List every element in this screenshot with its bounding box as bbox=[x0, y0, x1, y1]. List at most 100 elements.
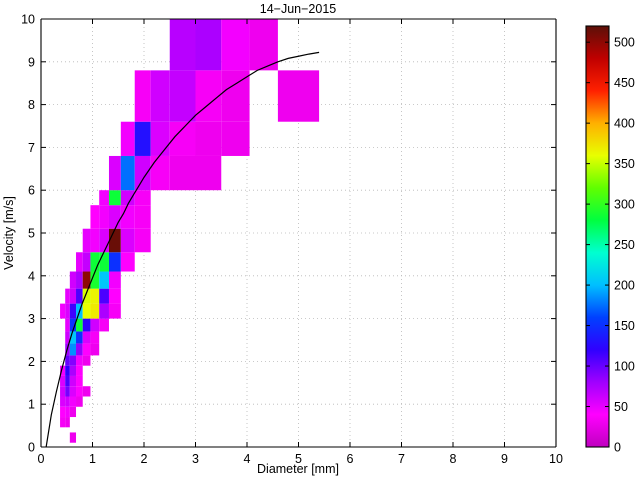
heatmap-cell bbox=[69, 386, 77, 397]
colorbar-tick-label: 150 bbox=[614, 319, 635, 333]
heatmap-cell bbox=[120, 121, 135, 156]
heatmap-cell bbox=[76, 375, 83, 387]
heatmap-cell bbox=[65, 318, 70, 332]
heatmap-cell bbox=[65, 303, 70, 319]
x-tick-label: 9 bbox=[501, 452, 508, 466]
heatmap-cell bbox=[134, 190, 151, 206]
heatmap-cell bbox=[99, 190, 109, 206]
heatmap-cell bbox=[134, 228, 151, 253]
x-tick-label: 4 bbox=[244, 452, 251, 466]
y-tick-label: 10 bbox=[21, 13, 35, 27]
heatmap-cell bbox=[120, 155, 135, 191]
y-tick-label: 9 bbox=[28, 55, 35, 69]
y-tick-label: 0 bbox=[28, 441, 35, 455]
y-tick-label: 1 bbox=[28, 398, 35, 412]
heatmap-cell bbox=[108, 288, 121, 304]
heatmap-cell bbox=[65, 355, 70, 366]
heatmap-cell bbox=[134, 205, 151, 229]
colorbar-ticks: 0 50 100 150 200 250 300 350 400 450 500 bbox=[586, 36, 635, 455]
x-axis-ticks: 0 1 2 3 4 5 6 7 8 9 10 bbox=[38, 19, 563, 466]
heatmap-cell bbox=[76, 318, 83, 332]
heatmap-cell bbox=[82, 343, 91, 356]
heatmap-cell bbox=[249, 19, 278, 71]
heatmap-cell bbox=[120, 190, 135, 206]
colorbar-tick-label: 50 bbox=[614, 400, 628, 414]
colorbar-tick-label: 450 bbox=[614, 76, 635, 90]
y-tick-label: 2 bbox=[28, 355, 35, 369]
heatmap-cell bbox=[76, 386, 83, 397]
plot-area bbox=[41, 19, 556, 447]
heatmap-cell bbox=[60, 303, 66, 319]
heatmap-cell bbox=[134, 155, 151, 191]
y-tick-label: 4 bbox=[28, 269, 35, 283]
heatmap-cell bbox=[60, 386, 66, 397]
heatmap-cell bbox=[169, 70, 196, 122]
heatmap-cell bbox=[60, 396, 66, 407]
colorbar-gradient[interactable] bbox=[585, 25, 610, 448]
heatmap-cell bbox=[60, 365, 66, 376]
heatmap-cell bbox=[69, 303, 77, 319]
heatmap-cell bbox=[99, 252, 109, 272]
heatmap-cell bbox=[82, 355, 91, 366]
heatmap-cell bbox=[120, 252, 135, 272]
terminal-velocity-curve bbox=[45, 51, 320, 447]
heatmap-cell bbox=[150, 121, 170, 156]
x-tick-label: 3 bbox=[192, 452, 199, 466]
heatmap-cell bbox=[108, 205, 121, 229]
x-tick-label: 8 bbox=[450, 452, 457, 466]
heatmap-cell bbox=[99, 271, 109, 289]
heatmap-cell bbox=[277, 70, 320, 122]
heatmap-cell bbox=[108, 228, 121, 253]
colorbar-tick-label: 100 bbox=[614, 360, 635, 374]
heatmap-cell bbox=[69, 375, 77, 387]
heatmap-cell bbox=[108, 271, 121, 289]
heatmap-cell bbox=[65, 288, 70, 304]
heatmap-cell bbox=[82, 318, 91, 332]
colorbar-tick-label: 200 bbox=[614, 279, 635, 293]
colorbar-tick-label: 250 bbox=[614, 238, 635, 252]
y-tick-label: 8 bbox=[28, 98, 35, 112]
heatmap-cell bbox=[65, 396, 70, 407]
y-tick-label: 5 bbox=[28, 227, 35, 241]
heatmap-cells bbox=[60, 19, 320, 443]
heatmap-cell bbox=[169, 121, 196, 156]
heatmap-cell bbox=[169, 19, 196, 71]
heatmap-cell bbox=[69, 318, 77, 332]
heatmap-cell bbox=[82, 386, 91, 397]
heatmap-cell bbox=[221, 70, 250, 122]
heatmap-cell bbox=[90, 271, 100, 289]
heatmap-cell bbox=[169, 155, 196, 191]
heatmap-cell bbox=[195, 121, 222, 156]
x-tick-label: 7 bbox=[398, 452, 405, 466]
heatmap-cell bbox=[76, 288, 83, 304]
heatmap-cell bbox=[195, 19, 222, 71]
gridlines bbox=[41, 19, 556, 447]
heatmap-cell bbox=[90, 303, 100, 319]
heatmap-cell bbox=[69, 396, 77, 407]
heatmap-cell bbox=[65, 386, 70, 397]
colorbar-tick-label: 300 bbox=[614, 198, 635, 212]
heatmap-cell bbox=[69, 355, 77, 366]
x-tick-label: 1 bbox=[89, 452, 96, 466]
heatmap-cell bbox=[82, 228, 91, 253]
x-tick-label: 6 bbox=[347, 452, 354, 466]
heatmap-cell bbox=[90, 343, 100, 356]
heatmap-cell bbox=[99, 288, 109, 304]
heatmap-cell bbox=[76, 396, 83, 407]
heatmap-cell bbox=[108, 252, 121, 272]
heatmap-cell bbox=[99, 205, 109, 229]
x-tick-label: 2 bbox=[141, 452, 148, 466]
heatmap-cell bbox=[60, 406, 66, 418]
heatmap-cell bbox=[108, 303, 121, 319]
heatmap-cell bbox=[76, 355, 83, 366]
colorbar[interactable]: 0 50 100 150 200 250 300 350 400 450 500 bbox=[585, 25, 635, 455]
heatmap-cell bbox=[99, 318, 109, 332]
x-tick-label: 5 bbox=[295, 452, 302, 466]
heatmap-cell bbox=[221, 121, 250, 156]
heatmap-cell bbox=[195, 70, 222, 122]
heatmap-cell bbox=[69, 406, 77, 418]
x-axis-label: Diameter [mm] bbox=[257, 462, 339, 476]
colorbar-tick-label: 400 bbox=[614, 117, 635, 131]
heatmap-cell bbox=[82, 288, 91, 304]
